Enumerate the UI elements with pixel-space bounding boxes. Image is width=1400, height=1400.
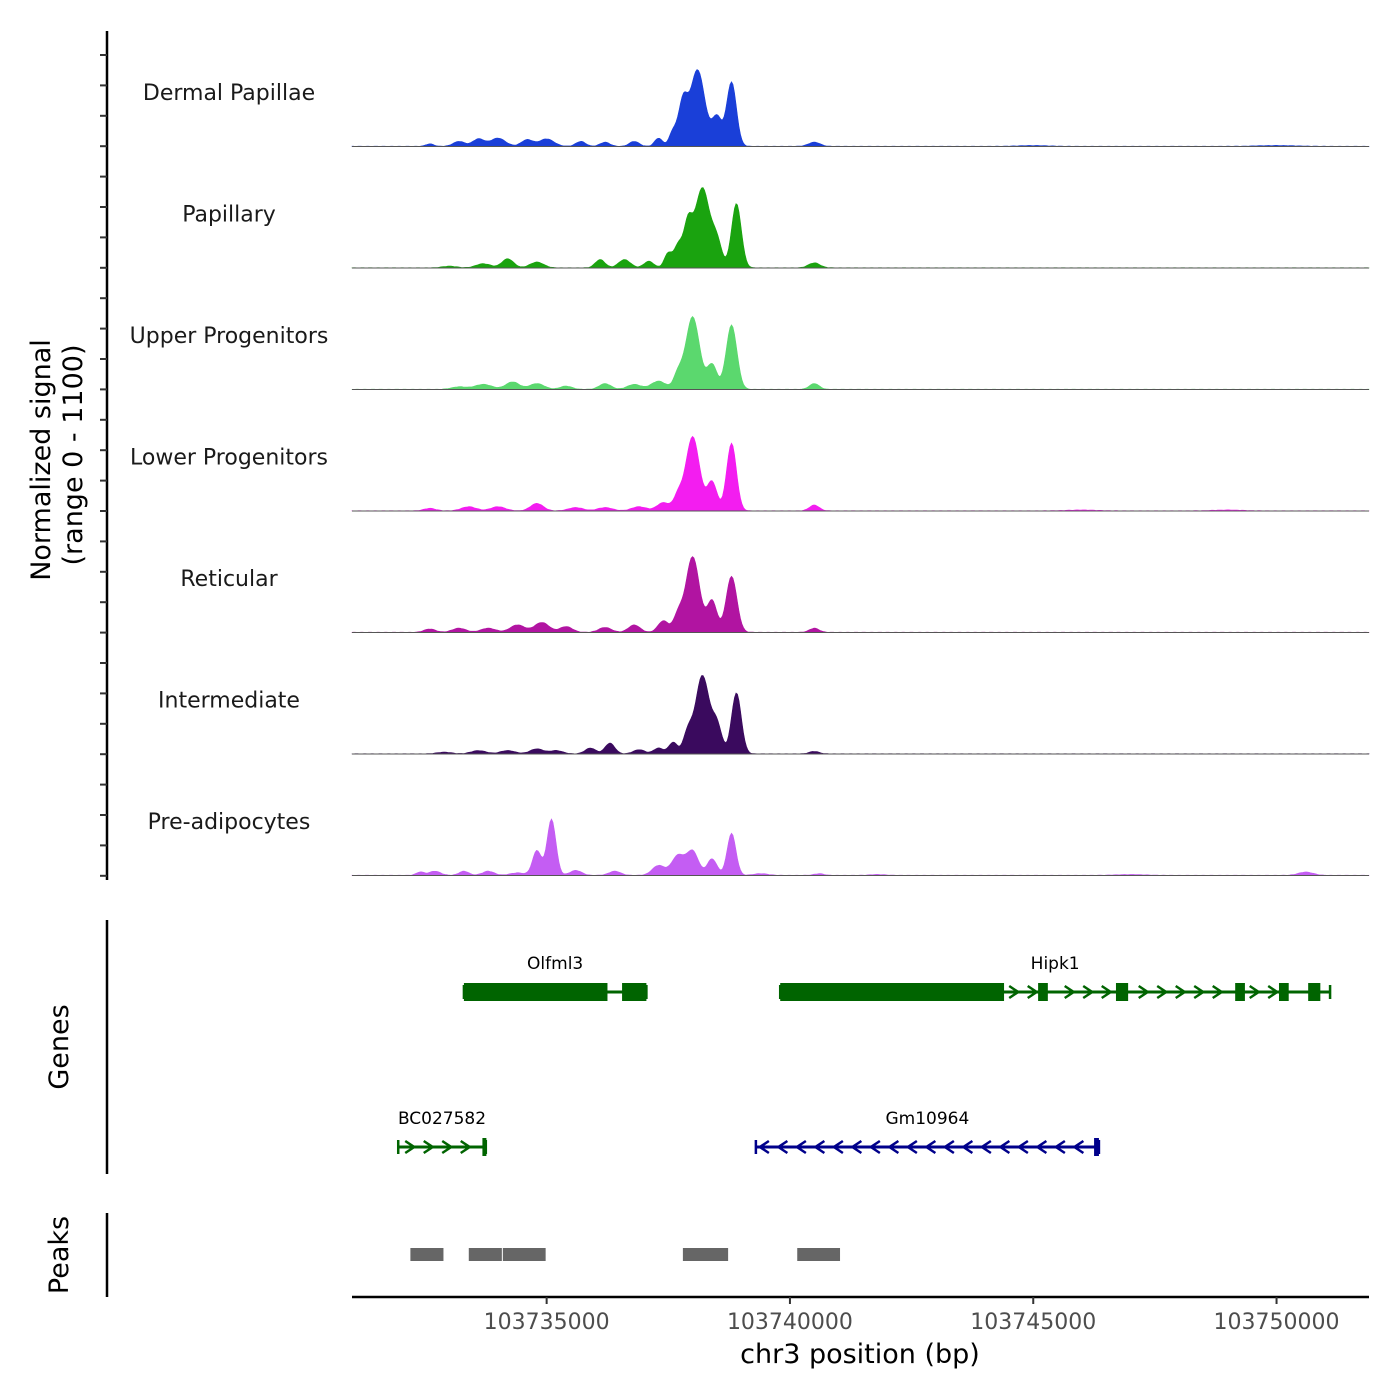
coverage-track: Papillary bbox=[182, 187, 1370, 269]
coverage-area bbox=[351, 818, 1370, 876]
strand-arrow bbox=[1035, 1139, 1048, 1155]
gene-model: BC027582 bbox=[396, 1109, 488, 1156]
coverage-area bbox=[351, 435, 1370, 512]
strand-arrow bbox=[1101, 984, 1113, 1000]
strand-arrow bbox=[1016, 1139, 1029, 1155]
strand-arrow bbox=[1267, 984, 1280, 1000]
peaks-y-label: Peaks bbox=[44, 1216, 75, 1294]
strand-arrow bbox=[887, 1139, 900, 1155]
coverage-track: Intermediate bbox=[158, 675, 1370, 755]
strand-arrow bbox=[1072, 1139, 1085, 1155]
strand-arrow bbox=[1064, 984, 1076, 1000]
track-label: Pre-adipocytes bbox=[148, 810, 311, 835]
coverage-y-label-line1: Normalized signal bbox=[26, 339, 57, 581]
strand-arrow bbox=[868, 1139, 881, 1155]
gene-model: Olfml3 bbox=[462, 954, 648, 1001]
coverage-area bbox=[351, 675, 1370, 755]
track-label: Dermal Papillae bbox=[143, 81, 315, 106]
coverage-area bbox=[351, 69, 1370, 147]
peak-region bbox=[797, 1248, 841, 1261]
strand-arrow bbox=[460, 1139, 472, 1155]
gene-exon bbox=[780, 983, 1005, 1001]
coverage-area bbox=[351, 556, 1370, 633]
track-label: Papillary bbox=[182, 203, 276, 228]
strand-arrow bbox=[1156, 984, 1169, 1000]
strand-arrow bbox=[404, 1139, 417, 1155]
strand-arrow bbox=[942, 1139, 955, 1155]
gene-exon bbox=[1235, 983, 1245, 1001]
x-axis-label: chr3 position (bp) bbox=[740, 1339, 980, 1370]
strand-arrow bbox=[998, 1139, 1011, 1155]
strand-arrow bbox=[979, 1139, 992, 1155]
coverage-track: Pre-adipocytes bbox=[148, 810, 1370, 876]
coverage-area bbox=[351, 316, 1370, 390]
peak-region bbox=[682, 1248, 729, 1261]
gene-exon bbox=[1094, 1138, 1099, 1156]
gene-model: Gm10964 bbox=[754, 1109, 1101, 1156]
strand-arrow bbox=[961, 1139, 974, 1155]
gene-label: Gm10964 bbox=[885, 1109, 969, 1129]
strand-arrow bbox=[813, 1139, 826, 1155]
gene-label: Olfml3 bbox=[527, 954, 583, 974]
strand-arrow bbox=[924, 1139, 937, 1155]
genes-y-label: Genes bbox=[44, 1004, 75, 1089]
x-tick-label: 103750000 bbox=[1214, 1310, 1340, 1335]
x-tick-label: 103735000 bbox=[484, 1310, 610, 1335]
strand-arrow bbox=[1175, 984, 1187, 1000]
strand-arrow bbox=[776, 1139, 789, 1155]
strand-arrow bbox=[1193, 984, 1206, 1000]
coverage-track: Upper Progenitors bbox=[130, 316, 1370, 390]
peak-region bbox=[468, 1248, 502, 1261]
strand-arrow bbox=[850, 1139, 863, 1155]
gene-label: Hipk1 bbox=[1031, 954, 1080, 974]
track-label: Reticular bbox=[180, 567, 278, 592]
track-label: Intermediate bbox=[158, 689, 300, 714]
gene-annotations: Olfml3 Hipk1 BC027582 Gm10964 bbox=[396, 954, 1332, 1156]
coverage-y-axis bbox=[100, 31, 109, 880]
coverage-track: Lower Progenitors bbox=[130, 435, 1370, 512]
coverage-tracks: Dermal Papillae Papillary Upper Progenitor… bbox=[130, 69, 1370, 876]
strand-arrow bbox=[1138, 984, 1150, 1000]
strand-arrow bbox=[1027, 984, 1039, 1000]
gene-exon bbox=[463, 983, 608, 1001]
coverage-area bbox=[351, 187, 1370, 269]
peak-region bbox=[410, 1248, 444, 1261]
gene-exon bbox=[1115, 983, 1129, 1001]
strand-arrow bbox=[794, 1139, 807, 1155]
strand-arrow bbox=[1053, 1139, 1066, 1155]
track-label: Lower Progenitors bbox=[130, 446, 328, 471]
strand-arrow bbox=[1249, 984, 1261, 1000]
gene-exon bbox=[1308, 983, 1321, 1001]
peak-regions bbox=[410, 1248, 841, 1261]
strand-arrow bbox=[441, 1139, 454, 1155]
gene-exon bbox=[482, 1138, 487, 1156]
track-label: Upper Progenitors bbox=[130, 324, 329, 349]
gene-exon bbox=[1038, 983, 1048, 1001]
coverage-y-label-line2: (range 0 - 1100) bbox=[58, 345, 89, 566]
x-axis-ticks: 103735000 103740000 103745000 103750000 bbox=[484, 1297, 1340, 1335]
strand-arrow bbox=[423, 1139, 435, 1155]
strand-arrow bbox=[905, 1139, 918, 1155]
strand-arrow bbox=[1008, 984, 1021, 1000]
strand-arrow bbox=[757, 1139, 770, 1155]
strand-arrow bbox=[831, 1139, 844, 1155]
coverage-track: Reticular bbox=[180, 556, 1370, 633]
coverage-track: Dermal Papillae bbox=[143, 69, 1370, 147]
strand-arrow bbox=[1082, 984, 1095, 1000]
gene-exon bbox=[1278, 983, 1289, 1001]
gene-label: BC027582 bbox=[398, 1109, 486, 1129]
x-tick-label: 103740000 bbox=[727, 1310, 853, 1335]
gene-exon bbox=[622, 983, 647, 1001]
strand-arrow bbox=[1212, 984, 1224, 1000]
x-tick-label: 103745000 bbox=[970, 1310, 1096, 1335]
gene-model: Hipk1 bbox=[778, 954, 1332, 1001]
peak-region bbox=[502, 1248, 546, 1261]
